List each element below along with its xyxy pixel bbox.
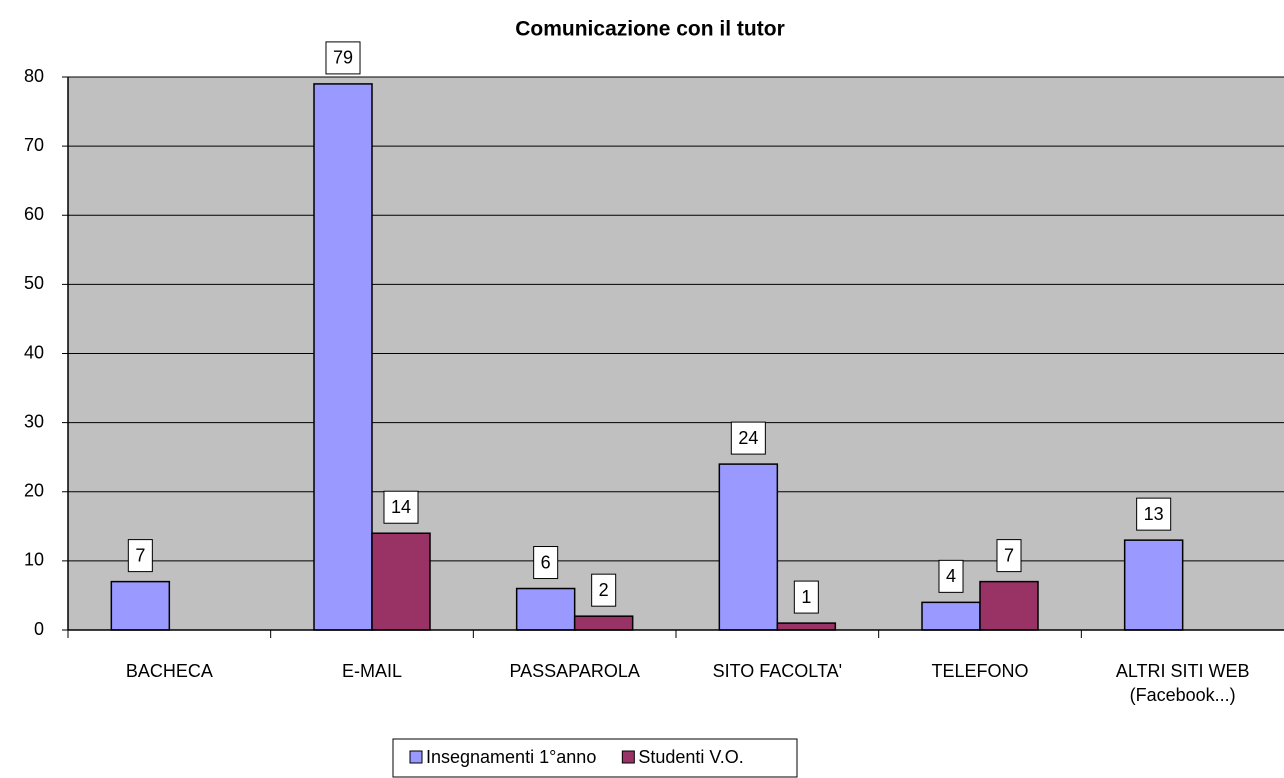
x-tick-label: BACHECA — [126, 661, 213, 681]
data-label: 24 — [730, 421, 766, 455]
legend-swatch — [621, 750, 635, 764]
x-tick-label: TELEFONO — [931, 661, 1028, 681]
data-label: 7 — [996, 539, 1022, 573]
data-label-box — [383, 490, 419, 524]
chart-title: Comunicazione con il tutor — [515, 18, 785, 41]
data-label-text: 6 — [541, 552, 551, 572]
data-label-text: 2 — [599, 580, 609, 600]
data-label-box — [938, 559, 964, 593]
bar — [515, 587, 576, 631]
y-tick-label: 40 — [24, 342, 44, 362]
y-tick-label: 50 — [24, 273, 44, 293]
bar — [110, 580, 171, 631]
bar — [979, 580, 1039, 631]
bar — [313, 83, 373, 631]
x-tick-label: PASSAPAROLA — [509, 661, 639, 681]
data-label: 6 — [533, 546, 559, 580]
x-tick-label: E-MAIL — [342, 661, 402, 681]
data-label-text: 7 — [1004, 545, 1014, 565]
data-label: 1 — [793, 580, 819, 614]
bar — [718, 463, 779, 631]
bar — [371, 532, 431, 631]
y-tick-label: 20 — [24, 481, 44, 501]
data-label-box — [533, 546, 559, 580]
data-label-box — [996, 539, 1022, 573]
data-label-box — [730, 421, 766, 455]
data-label: 14 — [383, 490, 419, 524]
data-label-box — [325, 41, 361, 75]
data-label-box — [591, 573, 617, 607]
y-tick-label: 30 — [24, 411, 44, 431]
data-label-text: 7 — [135, 545, 145, 565]
data-label-text: 79 — [333, 48, 353, 68]
data-label: 79 — [325, 41, 361, 75]
data-label: 13 — [1136, 497, 1172, 531]
y-tick-label: 0 — [34, 619, 44, 639]
data-label-box — [1136, 497, 1172, 531]
data-label: 4 — [938, 559, 964, 593]
bar — [776, 622, 837, 631]
legend-box — [392, 738, 798, 778]
data-label-text: 24 — [738, 428, 758, 448]
y-tick-label: 10 — [24, 550, 44, 570]
bar — [921, 601, 981, 631]
data-label-text: 1 — [801, 587, 811, 607]
legend-label: Studenti V.O. — [638, 747, 743, 767]
x-tick-label: ALTRI SITI WEB (Facebook...) — [1116, 661, 1250, 705]
data-label-text: 4 — [946, 566, 956, 586]
data-label-box — [793, 580, 819, 614]
y-tick-label: 60 — [24, 204, 44, 224]
legend-label: Insegnamenti 1°anno — [426, 747, 596, 767]
y-tick-label: 80 — [24, 66, 44, 86]
bar — [573, 615, 634, 631]
x-tick-label: SITO FACOLTA' — [713, 661, 842, 681]
legend: Insegnamenti 1°anno Studenti V.O. — [392, 738, 798, 778]
bar — [1123, 539, 1184, 631]
data-label: 7 — [127, 539, 153, 573]
data-label-text: 13 — [1144, 504, 1164, 524]
y-tick-label: 70 — [24, 135, 44, 155]
data-label: 2 — [591, 573, 617, 607]
data-label-box — [127, 539, 153, 573]
legend-swatch — [409, 750, 423, 764]
data-label-text: 14 — [391, 497, 411, 517]
